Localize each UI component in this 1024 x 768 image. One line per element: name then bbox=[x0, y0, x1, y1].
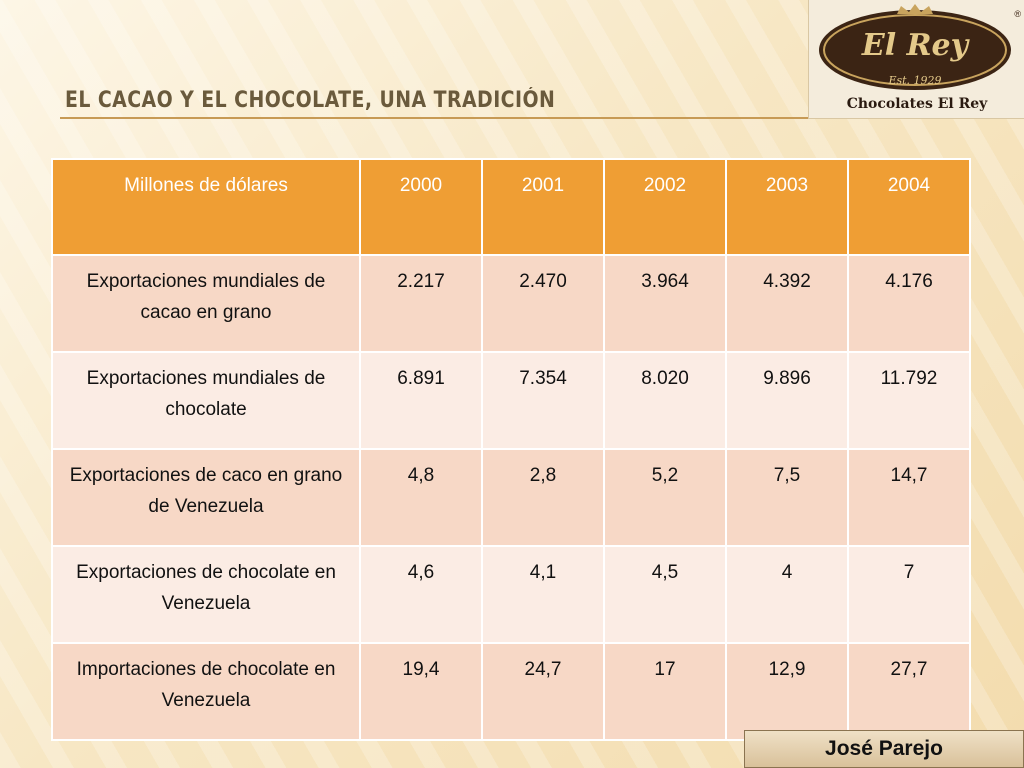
table-cell: 2,8 bbox=[481, 448, 605, 547]
header-cell-label: Millones de dólares bbox=[51, 158, 361, 256]
table-header-row: Millones de dólares 2000 2001 2002 2003 … bbox=[51, 158, 971, 256]
table-cell: 4.176 bbox=[847, 254, 971, 353]
row-label: Exportaciones mundiales de cacao en gran… bbox=[51, 254, 361, 353]
table-cell: 12,9 bbox=[725, 642, 849, 741]
title-underline bbox=[60, 117, 1024, 119]
row-label: Exportaciones mundiales de chocolate bbox=[51, 351, 361, 450]
row-label: Exportaciones de caco en grano de Venezu… bbox=[51, 448, 361, 547]
logo-brand-name: Chocolates El Rey bbox=[846, 96, 988, 112]
logo-script-text: El Rey bbox=[861, 28, 971, 63]
table-cell: 11.792 bbox=[847, 351, 971, 450]
table-cell: 7,5 bbox=[725, 448, 849, 547]
table-cell: 24,7 bbox=[481, 642, 605, 741]
table-cell: 4,8 bbox=[359, 448, 483, 547]
table-cell: 7.354 bbox=[481, 351, 605, 450]
table-cell: 4,6 bbox=[359, 545, 483, 644]
header-cell-2001: 2001 bbox=[481, 158, 605, 256]
table-row: Exportaciones de caco en grano de Venezu… bbox=[51, 448, 971, 547]
table-cell: 2.217 bbox=[359, 254, 483, 353]
row-label: Importaciones de chocolate en Venezuela bbox=[51, 642, 361, 741]
table-cell: 4,5 bbox=[603, 545, 727, 644]
table-cell: 9.896 bbox=[725, 351, 849, 450]
table-cell: 4 bbox=[725, 545, 849, 644]
table-cell: 19,4 bbox=[359, 642, 483, 741]
table-cell: 6.891 bbox=[359, 351, 483, 450]
row-label: Exportaciones de chocolate en Venezuela bbox=[51, 545, 361, 644]
logo-established: Est. 1929 bbox=[887, 74, 941, 87]
slide-title: EL CACAO Y EL CHOCOLATE, UNA TRADICIÓN bbox=[65, 88, 556, 113]
table-cell: 8.020 bbox=[603, 351, 727, 450]
header-cell-2003: 2003 bbox=[725, 158, 849, 256]
table-row: Exportaciones de chocolate en Venezuela … bbox=[51, 545, 971, 644]
table-cell: 14,7 bbox=[847, 448, 971, 547]
table-cell: 4,1 bbox=[481, 545, 605, 644]
header-cell-2002: 2002 bbox=[603, 158, 727, 256]
cocoa-chocolate-table: Millones de dólares 2000 2001 2002 2003 … bbox=[51, 158, 971, 741]
header-cell-2000: 2000 bbox=[359, 158, 483, 256]
table-cell: 7 bbox=[847, 545, 971, 644]
table-cell: 4.392 bbox=[725, 254, 849, 353]
header-cell-2004: 2004 bbox=[847, 158, 971, 256]
brand-logo: El Rey Est. 1929 ® Chocolates El Rey bbox=[808, 0, 1024, 119]
table-cell: 5,2 bbox=[603, 448, 727, 547]
table-row: Exportaciones mundiales de cacao en gran… bbox=[51, 254, 971, 353]
table-cell: 3.964 bbox=[603, 254, 727, 353]
registered-mark: ® bbox=[1014, 9, 1021, 19]
table-row: Importaciones de chocolate en Venezuela … bbox=[51, 642, 971, 741]
table-row: Exportaciones mundiales de chocolate 6.8… bbox=[51, 351, 971, 450]
table-cell: 27,7 bbox=[847, 642, 971, 741]
table-cell: 17 bbox=[603, 642, 727, 741]
author-footer: José Parejo bbox=[744, 730, 1024, 768]
table-cell: 2.470 bbox=[481, 254, 605, 353]
logo-emblem-icon: El Rey Est. 1929 bbox=[819, 4, 1011, 90]
